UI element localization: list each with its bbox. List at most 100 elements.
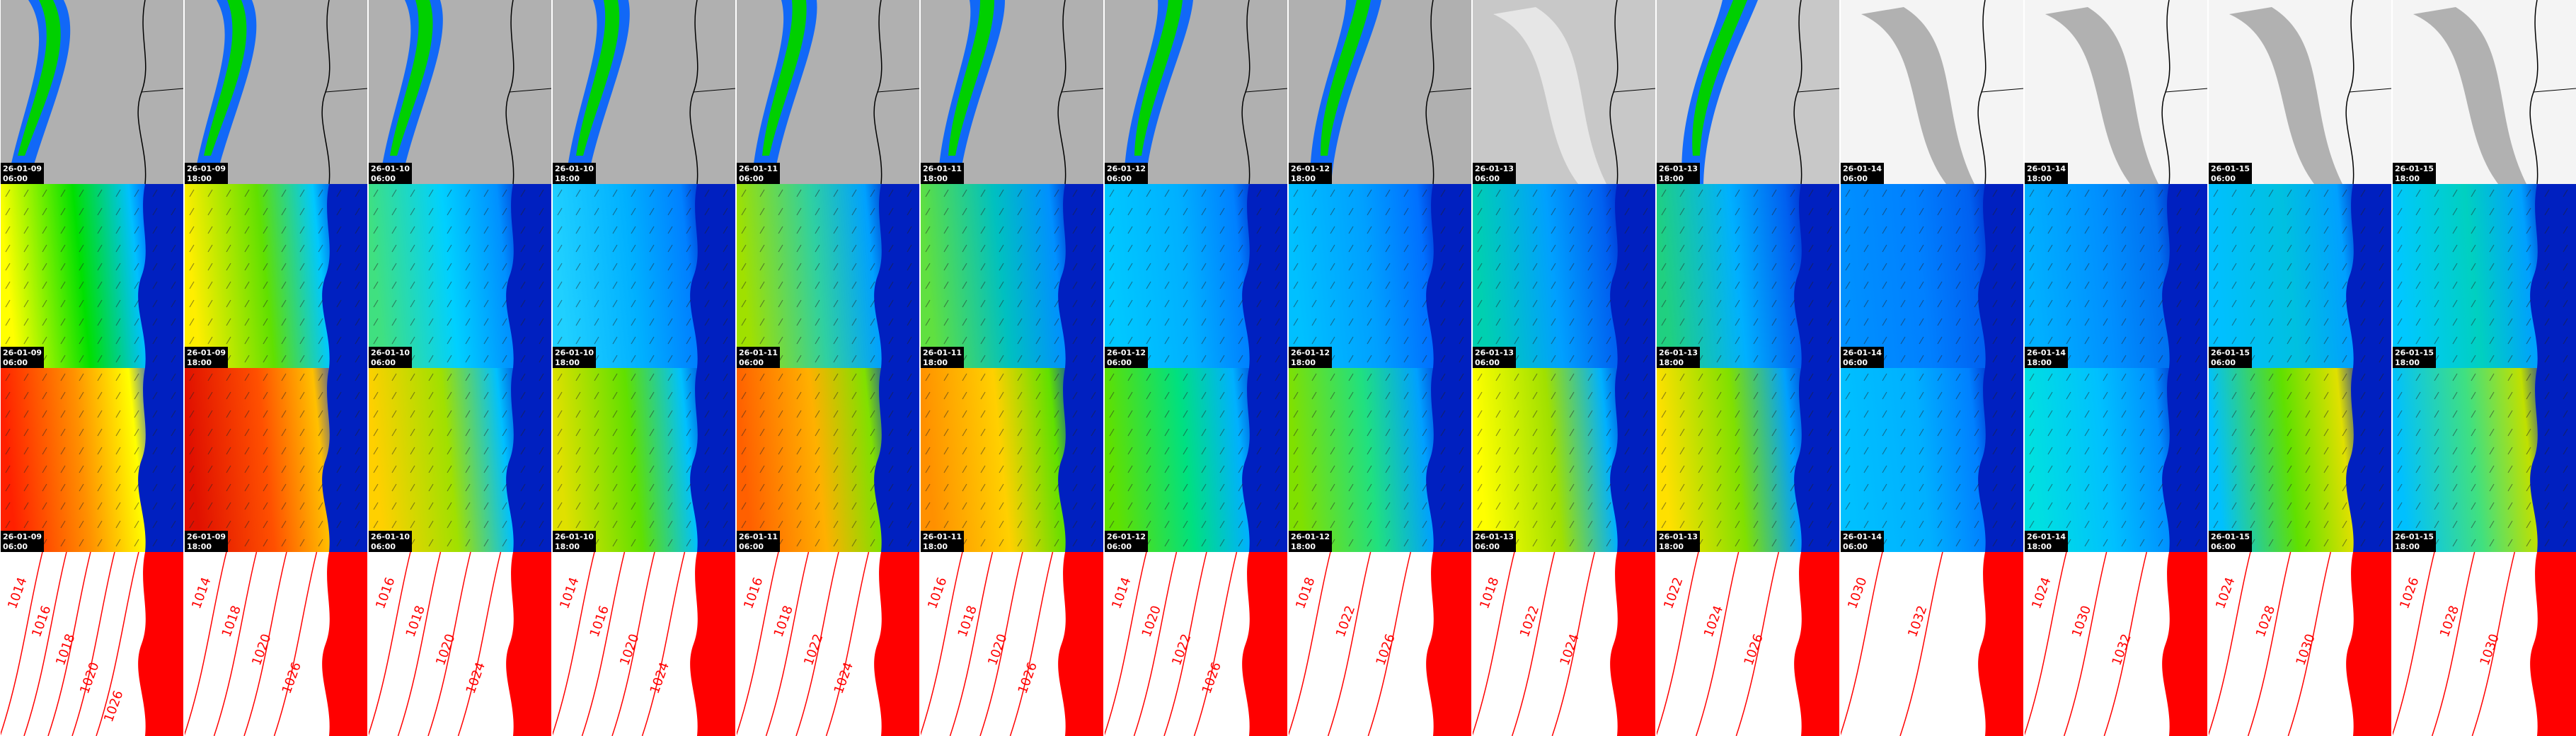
isobar (2247, 551, 2292, 736)
time-label: 06:00 (1475, 174, 1500, 183)
isobar (1899, 551, 1943, 736)
land (138, 552, 184, 736)
land (1426, 552, 1472, 736)
date-label: 26-01-10 (555, 348, 594, 357)
gust-barbs (1104, 368, 1288, 552)
date-label: 26-01-14 (1843, 532, 1882, 541)
label-box (368, 163, 412, 184)
isobar (979, 551, 1023, 736)
date-label: 26-01-11 (739, 348, 778, 357)
time-label: 18:00 (923, 174, 948, 183)
isobar (1163, 551, 1207, 736)
border (141, 88, 185, 93)
land (874, 552, 920, 736)
isobar (1009, 551, 1054, 736)
time-label: 18:00 (2395, 174, 2420, 183)
date-label: 26-01-09 (187, 348, 226, 357)
label-box (2392, 531, 2436, 552)
gust-barbs (2024, 368, 2208, 552)
label-box (552, 347, 596, 368)
label-box (2024, 347, 2068, 368)
isobar (2023, 551, 2067, 736)
precip-core (204, 0, 247, 156)
wind-barbs (736, 184, 920, 368)
land (506, 552, 552, 736)
gust-barbs (2392, 368, 2576, 552)
time-label: 18:00 (1291, 542, 1316, 551)
date-label: 26-01-09 (3, 532, 42, 541)
label-box (2208, 163, 2252, 184)
isobar (611, 551, 655, 736)
border (2349, 88, 2393, 93)
label-box (1104, 347, 1148, 368)
time-label: 18:00 (1291, 174, 1316, 183)
precip-core (576, 0, 620, 156)
isobar (1839, 551, 1883, 736)
wind-barbs (2392, 184, 2576, 368)
land (322, 552, 368, 736)
gust-barbs (920, 368, 1104, 552)
label-box (1840, 163, 1884, 184)
label-box (552, 531, 596, 552)
label-box (0, 163, 44, 184)
date-label: 26-01-09 (187, 532, 226, 541)
time-label: 18:00 (555, 358, 580, 367)
border (1613, 88, 1657, 93)
border (509, 88, 553, 93)
land (690, 552, 736, 736)
isobar (765, 551, 810, 736)
time-label: 06:00 (1107, 358, 1132, 367)
date-label: 26-01-12 (1291, 164, 1330, 173)
time-label: 06:00 (371, 358, 396, 367)
isobar (2103, 551, 2148, 736)
gust-barbs (1656, 368, 1840, 552)
gust-barbs (552, 368, 736, 552)
border (877, 88, 921, 93)
date-label: 26-01-11 (923, 532, 962, 541)
label-box (552, 163, 596, 184)
label-box (920, 531, 964, 552)
date-label: 26-01-15 (2211, 532, 2250, 541)
date-label: 26-01-13 (1659, 348, 1698, 357)
land (1610, 552, 1656, 736)
label-box (1104, 163, 1148, 184)
label-box (1104, 531, 1148, 552)
date-label: 26-01-13 (1659, 532, 1698, 541)
gust-barbs (184, 368, 368, 552)
isobar (825, 551, 870, 736)
isobar (1287, 551, 1331, 736)
wind-barbs (2024, 184, 2208, 368)
wind-barbs (1472, 184, 1656, 368)
isobar (1551, 551, 1596, 736)
label-box (1472, 163, 1516, 184)
precip-core (762, 0, 807, 156)
date-label: 26-01-13 (1659, 164, 1698, 173)
border (325, 88, 369, 93)
isobar (47, 551, 91, 736)
label-box (2208, 531, 2252, 552)
label-box (1656, 163, 1700, 184)
gust-barbs (2208, 368, 2392, 552)
date-label: 26-01-13 (1475, 532, 1514, 541)
time-label: 18:00 (2395, 358, 2420, 367)
label-box (2392, 163, 2436, 184)
land (2530, 552, 2576, 736)
precip-core (390, 0, 433, 156)
date-label: 26-01-12 (1291, 532, 1330, 541)
cloud (2413, 7, 2526, 184)
isobar (1735, 551, 1780, 736)
label-box (736, 347, 780, 368)
time-label: 06:00 (2211, 174, 2236, 183)
wind-barbs (552, 184, 736, 368)
gust-barbs (1288, 368, 1472, 552)
label-box (1656, 531, 1700, 552)
border (693, 88, 737, 93)
time-label: 06:00 (1843, 542, 1868, 551)
time-label: 18:00 (2027, 174, 2052, 183)
label-box (1840, 531, 1884, 552)
date-label: 26-01-12 (1291, 348, 1330, 357)
time-label: 18:00 (2027, 358, 2052, 367)
date-label: 26-01-13 (1475, 164, 1514, 173)
time-label: 06:00 (3, 174, 28, 183)
time-label: 18:00 (1659, 174, 1684, 183)
